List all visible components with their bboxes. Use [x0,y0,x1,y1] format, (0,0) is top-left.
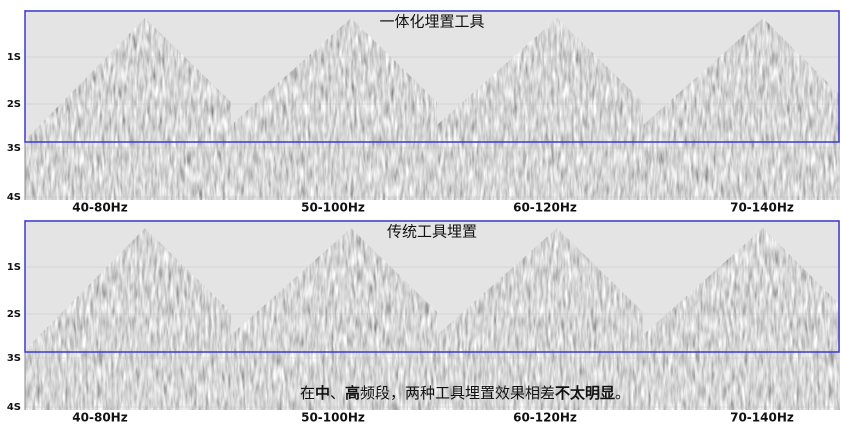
band-label: 50-100Hz [301,411,365,425]
caption-part: 高 [345,384,360,402]
panel-title: 一体化埋置工具 [379,13,484,31]
caption-part: 不太明显 [555,384,615,402]
y-label: 1S [7,262,21,273]
figure: 1S 2S 3S 4S 一体化埋置工具 40-80Hz 50-100Hz 60-120Hz 70… [0,0,841,426]
panel-title: 传统工具埋置 [387,223,477,241]
band-label: 70-140Hz [730,411,794,425]
y-label: 4S [7,192,21,203]
y-label: 4S [7,402,21,413]
band-label: 70-140Hz [730,201,794,215]
band-label: 50-100Hz [301,201,365,215]
caption-part: 中 [315,384,330,402]
y-label: 3S [7,143,21,154]
y-label: 2S [7,99,21,110]
caption: 在中、高频段，两种工具埋置效果相差不太明显。 [300,384,630,402]
band-label: 40-80Hz [72,411,127,425]
y-label: 2S [7,309,21,320]
caption-part: 在 [300,384,315,402]
caption-part: 、 [330,384,345,402]
band-label: 60-120Hz [513,201,577,215]
y-label: 3S [7,353,21,364]
y-label: 1S [7,52,21,63]
caption-part: 频段，两种工具埋置效果相差 [360,384,555,402]
caption-part: 。 [615,384,630,402]
band-label: 60-120Hz [513,411,577,425]
band-label: 40-80Hz [72,201,127,215]
